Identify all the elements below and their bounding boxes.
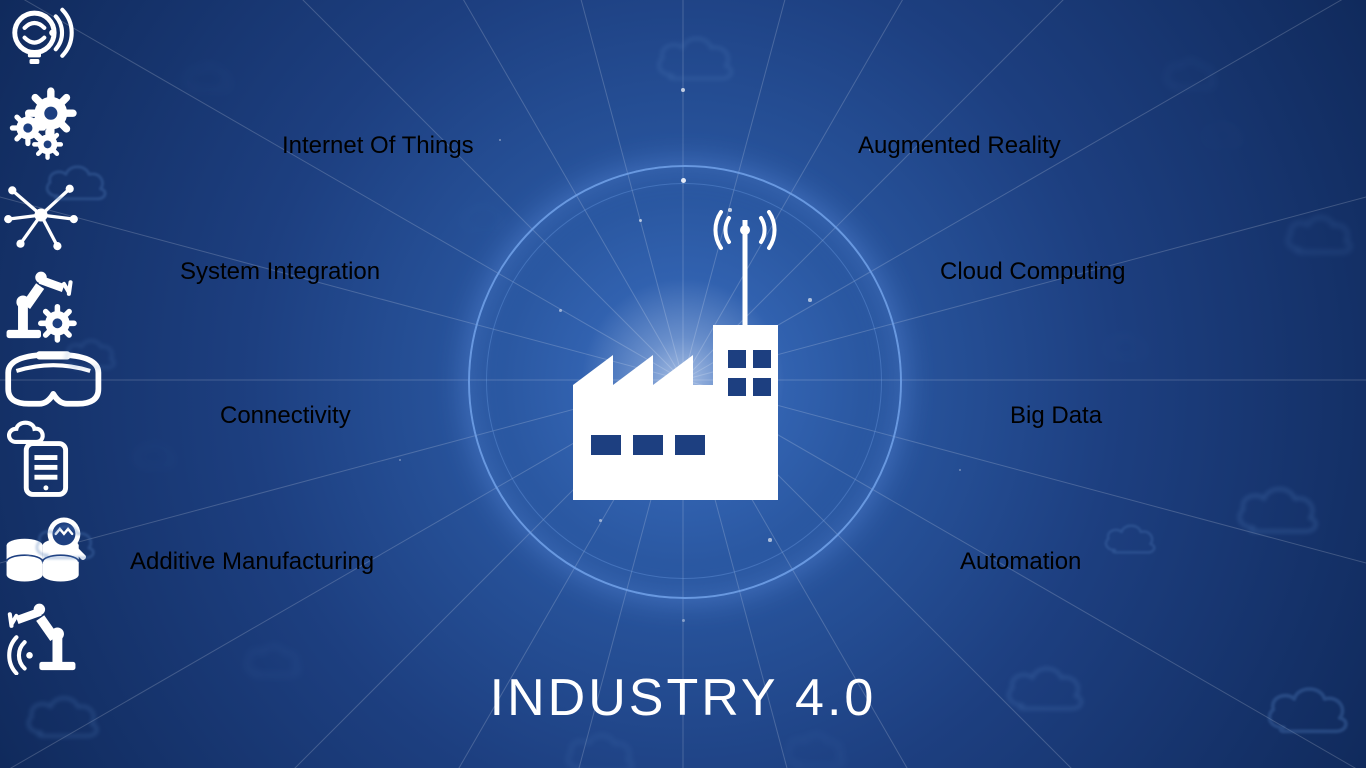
node-label-system-integration: System Integration <box>180 258 380 286</box>
node-label-automation: Automation <box>960 548 1081 576</box>
decorative-cloud-icon <box>780 728 850 768</box>
nodes-layer: Internet Of Things System Integration Co… <box>0 0 1366 680</box>
decorative-cloud-icon <box>560 728 640 768</box>
infographic-stage: Internet Of Things System Integration Co… <box>0 0 1366 768</box>
node-label-connectivity: Connectivity <box>220 402 351 430</box>
node-label-iot: Internet Of Things <box>282 132 474 160</box>
gears-icon <box>0 87 1366 174</box>
node-label-big-data: Big Data <box>1010 402 1102 430</box>
network-node-icon <box>0 174 1366 261</box>
lightbulb-signal-icon <box>0 0 1366 87</box>
infographic-title: INDUSTRY 4.0 <box>0 668 1366 728</box>
cloud-device-icon <box>0 419 1366 506</box>
robot-arm-signal-icon <box>0 593 1366 680</box>
node-label-additive-manufacturing: Additive Manufacturing <box>130 548 374 576</box>
node-label-cloud-computing: Cloud Computing <box>940 258 1125 286</box>
node-label-augmented-reality: Augmented Reality <box>858 132 1061 160</box>
ar-headset-icon <box>0 348 1366 419</box>
